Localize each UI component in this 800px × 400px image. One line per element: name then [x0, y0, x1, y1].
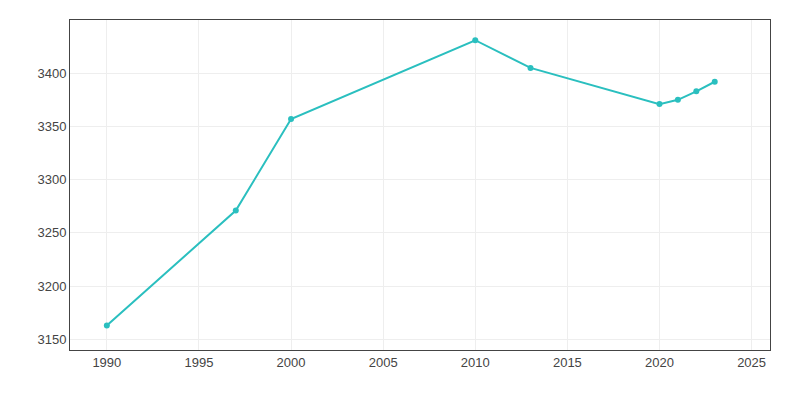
svg-text:2015: 2015 [553, 355, 582, 370]
svg-text:2010: 2010 [461, 355, 490, 370]
svg-text:3150: 3150 [37, 332, 66, 347]
svg-text:3300: 3300 [37, 172, 66, 187]
svg-text:2000: 2000 [277, 355, 306, 370]
svg-text:3200: 3200 [37, 279, 66, 294]
svg-text:3400: 3400 [37, 66, 66, 81]
svg-text:2025: 2025 [737, 355, 766, 370]
svg-text:3250: 3250 [37, 225, 66, 240]
svg-text:3350: 3350 [37, 119, 66, 134]
svg-text:1990: 1990 [92, 355, 121, 370]
svg-text:2020: 2020 [645, 355, 674, 370]
svg-text:1995: 1995 [184, 355, 213, 370]
svg-text:2005: 2005 [369, 355, 398, 370]
